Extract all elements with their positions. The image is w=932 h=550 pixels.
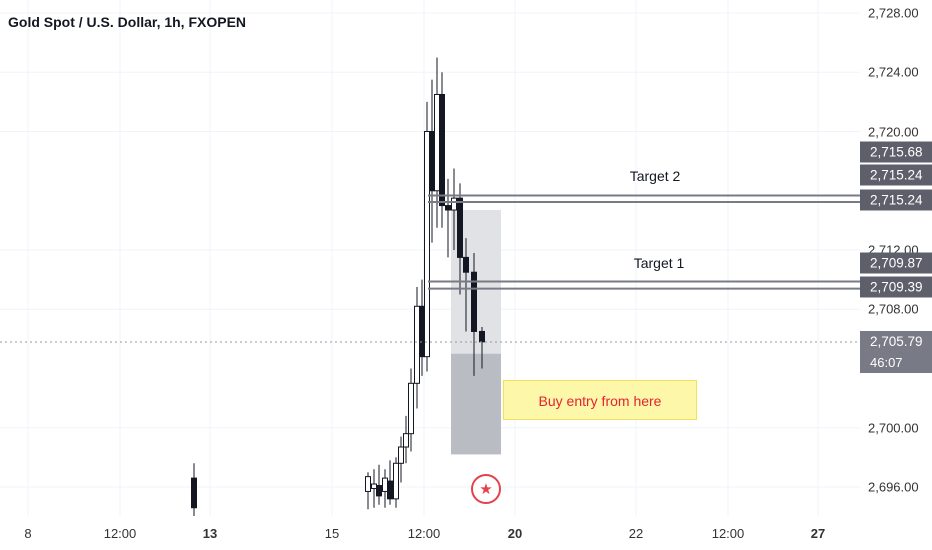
entry-zone — [451, 353, 501, 455]
price-axis-label: 2,728.00 — [868, 5, 919, 21]
price-axis-label: 2,696.00 — [868, 479, 919, 495]
price-tag: 2,709.39 — [860, 276, 932, 298]
time-axis-label: 12:00 — [103, 526, 137, 541]
candle-body-10 — [414, 305, 420, 384]
candle-body-4 — [382, 477, 388, 492]
price-tag: 2,715.24 — [860, 189, 932, 211]
candle-body-17 — [451, 197, 457, 211]
candle-body-20 — [471, 271, 477, 332]
time-axis-label: 12:00 — [407, 526, 441, 541]
candle-body-18 — [457, 197, 463, 258]
time-axis-label: 15 — [324, 526, 340, 541]
price-axis-label: 2,720.00 — [868, 124, 919, 139]
candle-body-11 — [419, 305, 425, 358]
bar-countdown: 46:07 — [860, 352, 932, 373]
candle-body-6 — [393, 462, 399, 500]
time-axis-label: 20 — [507, 526, 523, 541]
candle-body-21 — [479, 330, 485, 343]
candle-body-3 — [376, 485, 382, 497]
symbol-title: Gold Spot / U.S. Dollar, 1h, FXOPEN — [8, 14, 247, 30]
time-axis-label: 27 — [810, 526, 826, 541]
candle-body-1 — [365, 476, 371, 492]
candle-body-16 — [445, 205, 451, 211]
candle-body-8 — [403, 433, 409, 448]
time-axis-label: 13 — [202, 526, 218, 541]
candle-body-9 — [408, 382, 414, 435]
current-price-tag: 2,705.79 — [860, 330, 932, 353]
candle-body-0 — [191, 477, 197, 509]
time-axis-label: 8 — [24, 526, 32, 541]
price-axis-label: 2,700.00 — [868, 420, 919, 436]
price-axis[interactable]: 2,728.00 2,724.00 2,720.00 2,712.00 2,708.00… — [860, 0, 932, 516]
candle-body-5 — [387, 480, 393, 500]
price-tag: 2,709.87 — [860, 252, 932, 274]
candle-body-7 — [398, 446, 404, 464]
candle-body-15 — [439, 93, 445, 207]
time-axis-label: 22 — [628, 526, 644, 541]
candlestick-plot[interactable] — [0, 0, 860, 516]
candle-body-12 — [424, 131, 430, 358]
price-tag: 2,715.24 — [860, 164, 932, 186]
target-1-label: Target 1 — [633, 254, 685, 271]
time-axis[interactable]: 8 12:00 13 15 12:00 20 22 12:00 27 — [0, 516, 860, 550]
candle-body-2 — [371, 483, 377, 489]
candle-body-13 — [429, 131, 435, 192]
chart-area[interactable]: Gold Spot / U.S. Dollar, 1h, FXOPEN Targ… — [0, 0, 860, 516]
time-axis-label: 12:00 — [711, 526, 745, 541]
price-axis-label: 2,724.00 — [868, 64, 919, 80]
candle-body-19 — [463, 256, 469, 273]
target-2-label: Target 2 — [629, 168, 681, 185]
candle-body-14 — [434, 93, 440, 192]
price-tag: 2,715.68 — [860, 141, 932, 163]
price-axis-label: 2,708.00 — [868, 301, 919, 317]
buy-entry-note[interactable]: Buy entry from here — [503, 380, 697, 420]
us-flag-icon[interactable]: ★ — [471, 474, 501, 504]
